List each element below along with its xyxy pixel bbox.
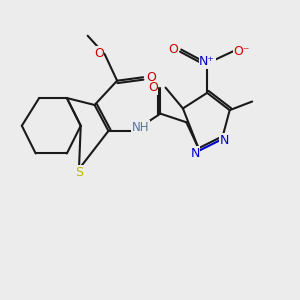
Text: O: O (94, 46, 104, 59)
Text: S: S (75, 166, 83, 179)
Text: O: O (169, 43, 178, 56)
Text: O: O (146, 71, 156, 84)
Text: N: N (220, 134, 229, 147)
Text: N⁺: N⁺ (199, 55, 215, 68)
Text: N: N (190, 147, 200, 160)
Text: NH: NH (132, 121, 149, 134)
Text: O: O (148, 81, 158, 94)
Text: O⁻: O⁻ (233, 45, 250, 58)
